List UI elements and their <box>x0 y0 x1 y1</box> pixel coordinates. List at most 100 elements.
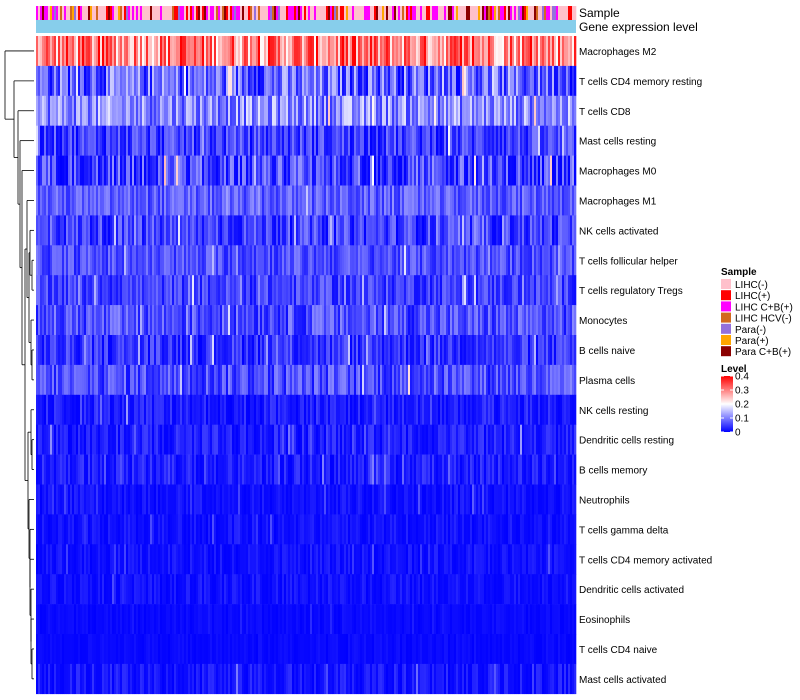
heatmap-cell <box>366 364 369 396</box>
heatmap-cell <box>214 305 217 336</box>
heatmap-cell <box>572 335 575 366</box>
heatmap-cell <box>510 245 513 276</box>
sample-annotation-cell <box>520 6 523 20</box>
heatmap-cell <box>462 394 465 425</box>
heatmap-cell <box>426 424 429 455</box>
heatmap-cell <box>48 544 51 575</box>
heatmap-cell <box>512 36 515 67</box>
heatmap-cell <box>184 275 187 306</box>
heatmap-cell <box>414 394 417 425</box>
heatmap-cell <box>292 394 295 425</box>
heatmap-cell <box>236 454 239 485</box>
heatmap-cell <box>570 454 573 485</box>
heatmap-cell <box>424 305 427 336</box>
heatmap-cell <box>410 275 413 306</box>
heatmap-cell <box>334 95 337 126</box>
heatmap-cell <box>444 335 447 366</box>
heatmap-cell <box>530 335 533 366</box>
heatmap-cell <box>252 394 255 425</box>
heatmap-cell <box>500 484 503 515</box>
heatmap-cell <box>290 394 293 425</box>
heatmap-cell <box>170 305 173 336</box>
heatmap-cell <box>460 424 463 455</box>
heatmap-cell <box>446 275 449 306</box>
heatmap-cell <box>300 305 303 336</box>
heatmap-cell <box>560 65 563 97</box>
heatmap-cell <box>186 335 189 366</box>
heatmap-cell <box>186 36 189 67</box>
heatmap-cell <box>214 36 217 67</box>
heatmap-cell <box>248 424 251 455</box>
heatmap-cell <box>402 95 405 126</box>
heatmap-cell <box>198 305 201 336</box>
heatmap-cell <box>272 514 275 545</box>
heatmap-cell <box>302 394 305 425</box>
heatmap-cell <box>410 155 413 186</box>
heatmap-cell <box>108 275 111 306</box>
heatmap-cell <box>210 514 213 545</box>
heatmap-cell <box>196 125 199 156</box>
heatmap-cell <box>484 364 487 396</box>
heatmap-cell <box>466 394 469 425</box>
heatmap-cell <box>340 305 343 336</box>
sample-annotation-cell <box>168 6 171 20</box>
heatmap-cell <box>98 125 101 156</box>
heatmap-cell <box>54 155 57 186</box>
heatmap-cell <box>182 185 185 216</box>
heatmap-cell <box>488 245 491 276</box>
heatmap-cell <box>268 364 271 396</box>
heatmap-cell <box>48 514 51 545</box>
heatmap-cell <box>96 364 99 396</box>
heatmap-cell <box>284 275 287 306</box>
heatmap-cell <box>430 125 433 156</box>
heatmap-cell <box>280 364 283 396</box>
heatmap-cell <box>482 364 485 396</box>
heatmap-cell <box>216 454 219 485</box>
heatmap-cell <box>550 36 553 67</box>
heatmap-cell <box>114 424 117 455</box>
heatmap-cell <box>302 514 305 545</box>
heatmap-cell <box>320 454 323 485</box>
heatmap-cell <box>140 215 143 246</box>
heatmap-cell <box>120 65 123 97</box>
heatmap-cell <box>36 364 39 396</box>
heatmap-cell <box>74 305 77 336</box>
heatmap-cell <box>342 36 345 67</box>
heatmap-cell <box>70 185 73 216</box>
heatmap-cell <box>296 394 299 425</box>
heatmap-cell <box>448 36 451 67</box>
heatmap-cell <box>510 305 513 336</box>
heatmap-cell <box>292 185 295 216</box>
heatmap-cell <box>348 484 351 515</box>
heatmap-cell <box>242 185 245 216</box>
heatmap-cell <box>96 335 99 366</box>
heatmap-cell <box>476 305 479 336</box>
heatmap-cell <box>412 185 415 216</box>
heatmap-cell <box>260 514 263 545</box>
heatmap-cell <box>56 125 59 156</box>
heatmap-cell <box>420 514 423 545</box>
heatmap-cell <box>336 335 339 366</box>
heatmap-cell <box>416 215 419 246</box>
heatmap-cell <box>250 275 253 306</box>
sample-annotation-cell <box>396 6 399 20</box>
heatmap-cell <box>514 424 517 455</box>
heatmap-cell <box>154 155 157 186</box>
heatmap-cell <box>504 95 507 126</box>
heatmap-cell <box>156 544 159 575</box>
heatmap-cell <box>374 484 377 515</box>
heatmap-cell <box>504 484 507 515</box>
heatmap-cell <box>306 275 309 306</box>
sample-annotation-cell <box>558 6 561 20</box>
heatmap-cell <box>322 95 325 126</box>
heatmap-cell <box>246 215 249 246</box>
heatmap-cell <box>218 65 221 97</box>
heatmap-cell <box>260 394 263 425</box>
heatmap-cell <box>178 454 181 485</box>
heatmap-cell <box>164 544 167 575</box>
heatmap-cell <box>192 364 195 396</box>
heatmap-cell <box>230 424 233 455</box>
heatmap-cell <box>240 514 243 545</box>
heatmap-cell <box>98 394 101 425</box>
heatmap-cell <box>334 125 337 156</box>
